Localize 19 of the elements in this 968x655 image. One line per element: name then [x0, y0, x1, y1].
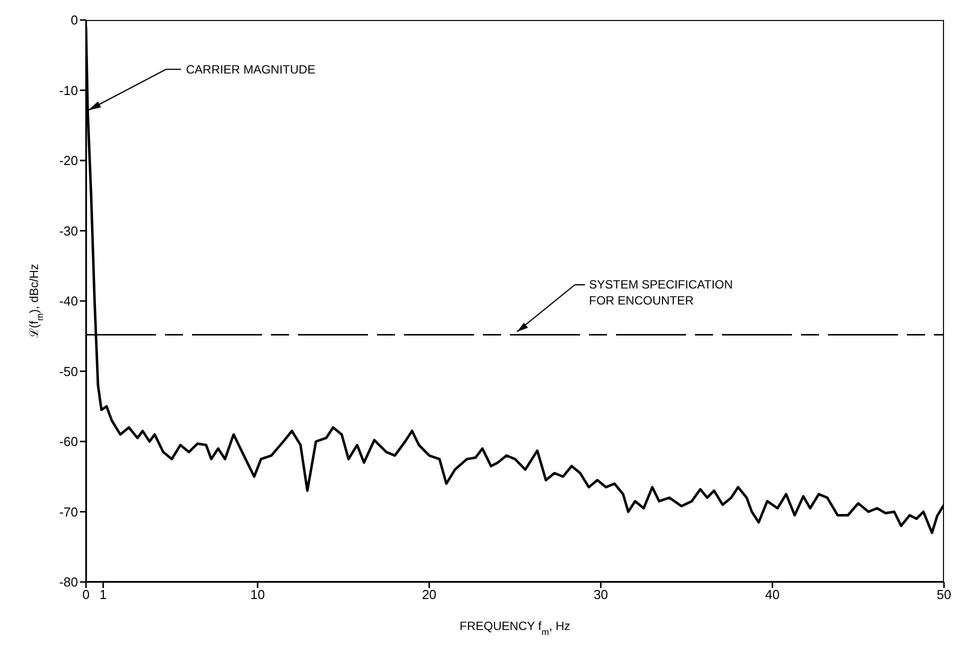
y-tick-label: -60	[59, 434, 78, 450]
x-tick-label: 20	[422, 587, 436, 602]
y-tick-label: -10	[59, 82, 78, 98]
x-tick-label: 10	[250, 587, 265, 602]
x-tick-label: 0	[82, 587, 90, 602]
annotation: CARRIER MAGNITUDE	[186, 62, 316, 76]
y-tick-label: -20	[59, 153, 78, 168]
y-tick-label: -40	[59, 294, 78, 309]
annotation: SYSTEM SPECIFICATION FOR ENCOUNTER	[589, 278, 733, 308]
x-tick-label: 50	[936, 587, 952, 602]
y-tick-label: -50	[59, 364, 78, 379]
y-tick-label: -30	[59, 223, 78, 238]
y-tick-label: 0	[70, 12, 78, 28]
x-tick-label: 1	[100, 587, 107, 602]
y-tick-label: -80	[59, 574, 78, 590]
y-tick-label: -70	[59, 504, 78, 520]
x-tick-label: 40	[765, 587, 780, 602]
x-tick-label: 30	[594, 587, 608, 602]
x-axis-title: FREQUENCY f$_{m}$, Hz	[460, 619, 570, 637]
